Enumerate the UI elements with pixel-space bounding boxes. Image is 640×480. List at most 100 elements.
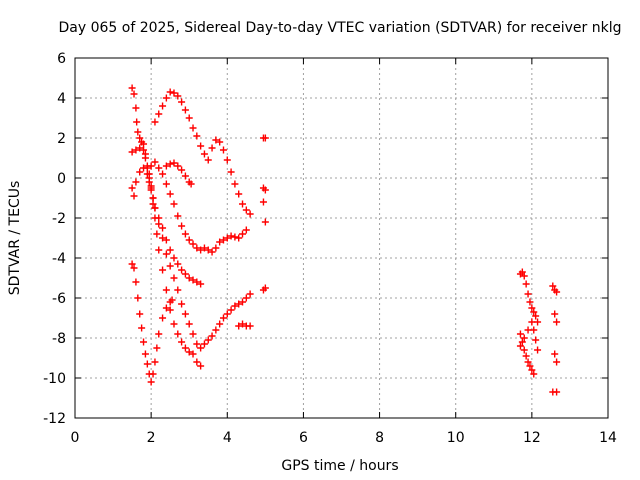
data-point [178, 300, 186, 308]
data-point [140, 338, 148, 346]
data-point [242, 294, 250, 302]
data-point [174, 260, 182, 268]
data-point [530, 308, 538, 316]
data-point [132, 146, 140, 154]
data-point [147, 186, 155, 194]
data-point [530, 326, 538, 334]
data-point [246, 210, 254, 218]
data-point [130, 192, 138, 200]
data-point [551, 310, 559, 318]
data-point [178, 98, 186, 106]
series-arc4 [128, 164, 205, 288]
data-point [551, 350, 559, 358]
data-point [149, 370, 157, 378]
data-point [132, 278, 140, 286]
series-arc7 [162, 159, 195, 188]
data-point [141, 154, 149, 162]
data-point [193, 278, 201, 286]
data-point [534, 346, 542, 354]
data-point [516, 342, 524, 350]
data-point [170, 200, 178, 208]
data-point [219, 146, 227, 154]
data-point [149, 200, 157, 208]
data-point [520, 334, 528, 342]
data-point [522, 280, 530, 288]
data-point [197, 246, 205, 254]
data-point [134, 294, 142, 302]
data-point [155, 164, 163, 172]
x-tick-label: 4 [223, 430, 232, 446]
data-point [162, 286, 170, 294]
data-point [181, 172, 189, 180]
data-point [239, 200, 247, 208]
data-point [526, 362, 534, 370]
data-point [520, 346, 528, 354]
data-point [553, 318, 561, 326]
data-point [524, 290, 532, 298]
data-point [145, 178, 153, 186]
data-point [239, 320, 247, 328]
data-point [259, 198, 267, 206]
data-point [553, 358, 561, 366]
data-point [151, 158, 159, 166]
y-axis-label: SDTVAR / TECUs [7, 181, 23, 296]
data-point [181, 310, 189, 318]
series-arc1 [128, 84, 254, 352]
data-point [518, 338, 526, 346]
data-point [140, 146, 148, 154]
data-point [227, 168, 235, 176]
data-point [128, 148, 136, 156]
data-point [178, 266, 186, 274]
data-point [136, 310, 144, 318]
data-point [153, 230, 161, 238]
data-point [174, 92, 182, 100]
data-point [128, 260, 136, 268]
data-point [197, 142, 205, 150]
data-point [185, 114, 193, 122]
data-point [185, 320, 193, 328]
data-point [212, 136, 220, 144]
data-point [242, 226, 250, 234]
data-point [174, 286, 182, 294]
data-point [162, 94, 170, 102]
y-tick-label: -8 [52, 331, 66, 347]
data-point [170, 89, 178, 97]
data-point [181, 230, 189, 238]
data-point [174, 212, 182, 220]
data-point [168, 296, 176, 304]
data-point [181, 344, 189, 352]
data-point [526, 298, 534, 306]
data-point [189, 350, 197, 358]
data-point [162, 250, 170, 258]
data-point [204, 156, 212, 164]
data-point [153, 344, 161, 352]
data-point [151, 118, 159, 126]
data-point [223, 156, 231, 164]
data-point [520, 272, 528, 280]
y-tick-label: 0 [57, 171, 66, 187]
data-point [208, 332, 216, 340]
data-point [178, 166, 186, 174]
data-point [518, 268, 526, 276]
data-point [235, 300, 243, 308]
data-point [159, 266, 167, 274]
data-point [140, 140, 148, 148]
data-point [151, 358, 159, 366]
data-point [197, 280, 205, 288]
series-arc13 [549, 282, 561, 396]
data-point [528, 304, 536, 312]
data-point [227, 306, 235, 314]
data-point [178, 222, 186, 230]
data-point [149, 194, 157, 202]
data-point [261, 284, 269, 292]
data-point [159, 102, 167, 110]
x-tick-label: 0 [71, 430, 80, 446]
series-arc5 [147, 158, 250, 256]
y-tick-label: -12 [43, 411, 66, 427]
data-point [532, 336, 540, 344]
grid-lines [75, 58, 608, 418]
data-point [162, 236, 170, 244]
data-point [193, 132, 201, 140]
data-point [219, 236, 227, 244]
